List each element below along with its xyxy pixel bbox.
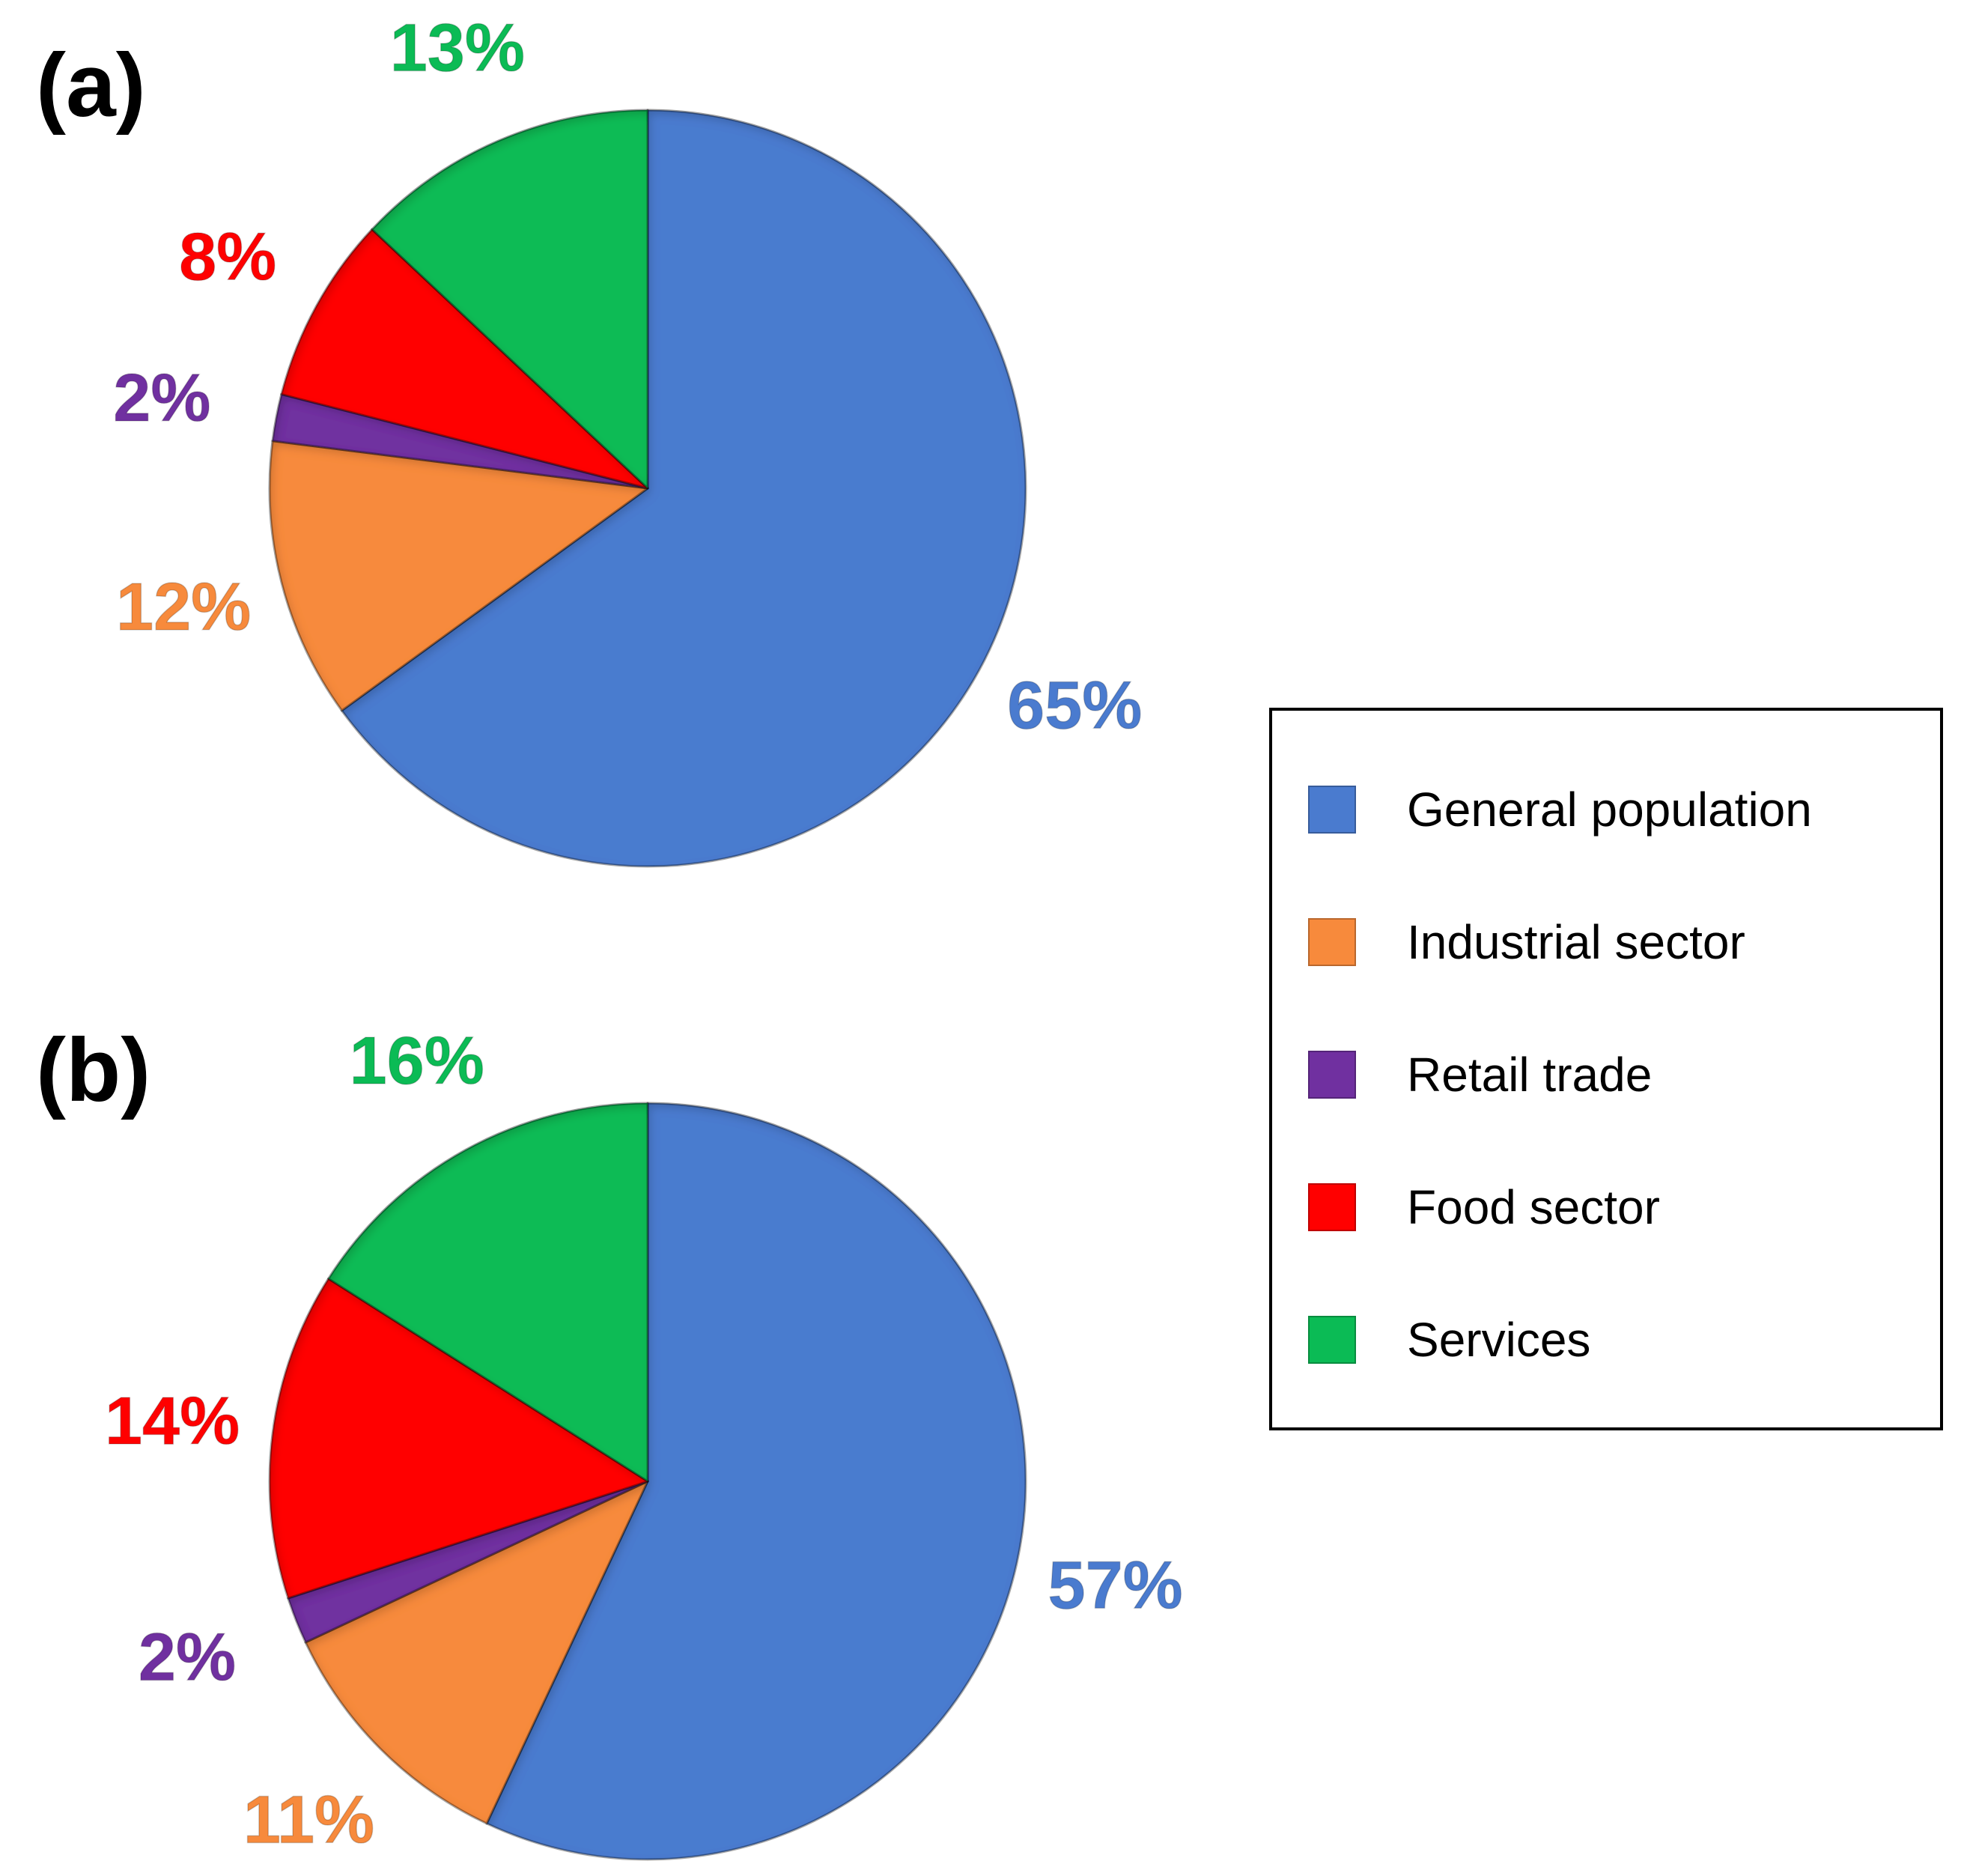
pie-b-label-general-population: 57% [1048, 1549, 1183, 1624]
pie-chart-a [268, 109, 1027, 868]
panel-label-a: (a) [36, 35, 146, 136]
legend-label-food-sector: Food sector [1407, 1180, 1660, 1234]
pie-a-label-industrial-sector: 12% [116, 570, 251, 645]
pie-b-slice-food-sector [268, 1277, 649, 1600]
pie-chart-b [268, 1102, 1027, 1861]
pie-a-slice-services [371, 109, 649, 490]
panel-label-b: (b) [36, 1020, 151, 1120]
pie-a-slice-industrial-sector [268, 440, 649, 712]
pie-b-label-retail-trade: 2% [139, 1621, 236, 1696]
legend-label-retail-trade: Retail trade [1407, 1048, 1653, 1102]
pie-b-label-services: 16% [350, 1024, 484, 1099]
legend-swatch-general-population [1308, 786, 1356, 834]
legend-label-general-population: General population [1407, 783, 1812, 837]
legend-label-services: Services [1407, 1313, 1591, 1367]
pie-a-label-retail-trade: 2% [113, 361, 210, 436]
legend: General population Industrial sector Ret… [1269, 708, 1943, 1430]
legend-swatch-industrial-sector [1308, 918, 1356, 966]
legend-item-food-sector: Food sector [1272, 1183, 1940, 1236]
pie-b-slice-industrial-sector [304, 1480, 649, 1825]
legend-item-services: Services [1272, 1316, 1940, 1368]
pie-b-slice-general-population [485, 1102, 1027, 1861]
legend-item-general-population: General population [1272, 786, 1940, 838]
legend-swatch-food-sector [1308, 1183, 1356, 1231]
legend-item-retail-trade: Retail trade [1272, 1051, 1940, 1103]
legend-swatch-retail-trade [1308, 1051, 1356, 1099]
pie-a-slice-food-sector [280, 228, 649, 490]
pie-b-slice-services [327, 1102, 649, 1483]
legend-item-industrial-sector: Industrial sector [1272, 918, 1940, 971]
pie-b-label-industrial-sector: 11% [243, 1783, 374, 1858]
pie-b-label-food-sector: 14% [105, 1384, 240, 1459]
legend-swatch-services [1308, 1316, 1356, 1364]
pie-a-label-food-sector: 8% [179, 220, 276, 295]
legend-label-industrial-sector: Industrial sector [1407, 915, 1745, 969]
pie-a-label-services: 13% [390, 11, 525, 86]
pie-a-slice-general-population [340, 109, 1027, 868]
pie-a-label-general-population: 65% [1007, 669, 1142, 744]
